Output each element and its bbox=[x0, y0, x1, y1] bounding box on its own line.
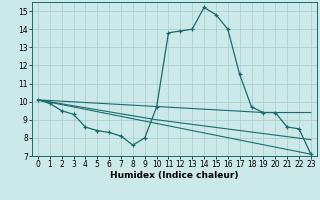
X-axis label: Humidex (Indice chaleur): Humidex (Indice chaleur) bbox=[110, 171, 239, 180]
